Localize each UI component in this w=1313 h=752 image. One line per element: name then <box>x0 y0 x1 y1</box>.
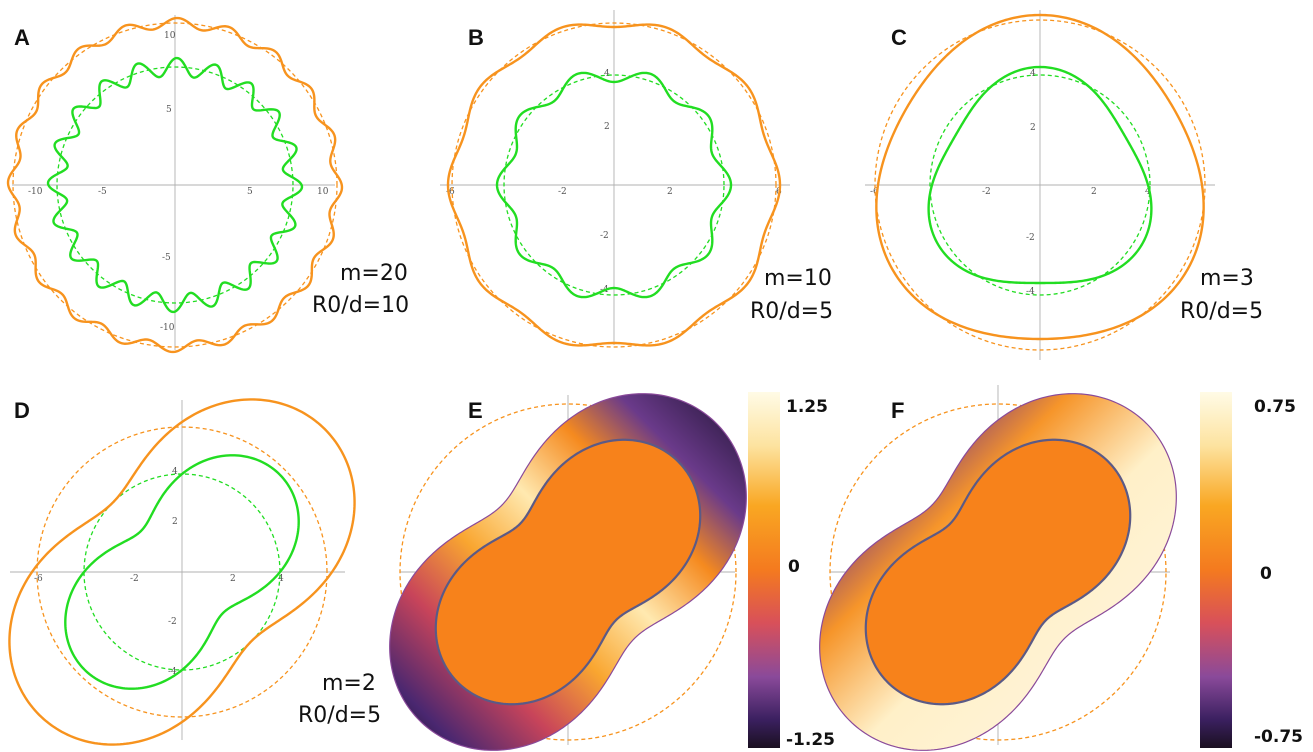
tick-label: 10 <box>317 187 329 197</box>
tick-label: -2 <box>168 617 177 627</box>
colorbar-mid-label: 0 <box>788 557 800 577</box>
param-m: m=20 <box>340 261 408 286</box>
param-m: m=2 <box>322 671 376 696</box>
panel-b: B -6 -2 2 6 4 2 -2 -4 m=10 R0/d=5 <box>440 10 833 348</box>
tick-label: 2 <box>1030 123 1036 133</box>
panel-e: E 1.25 0 -1.25 <box>389 392 835 751</box>
inner-boundary <box>927 65 1153 285</box>
param-m: m=3 <box>1200 266 1254 291</box>
colorbar-min-label: -0.75 <box>1254 727 1303 747</box>
tick-label: -4 <box>1026 287 1035 297</box>
tick-label: -2 <box>1026 233 1035 243</box>
tick-label: 4 <box>604 69 610 79</box>
tick-label: 4 <box>172 467 178 477</box>
inner-boundary <box>495 71 733 299</box>
inner-boundary <box>64 454 300 690</box>
panel-label-d: D <box>14 398 30 423</box>
colorbar-max-label: 0.75 <box>1254 397 1296 417</box>
tick-label: -10 <box>160 323 175 333</box>
param-m: m=10 <box>764 266 832 291</box>
panel-f: F 0.75 0 -0.75 <box>819 385 1303 751</box>
tick-label: 2 <box>230 574 236 584</box>
tick-label: 5 <box>247 187 253 197</box>
colorbar-f <box>1200 392 1232 748</box>
panel-label-c: C <box>891 25 907 50</box>
tick-label: 4 <box>1030 69 1036 79</box>
tick-label: -2 <box>982 187 991 197</box>
inner-reference-circle <box>503 74 725 296</box>
tick-label: 4 <box>1145 187 1151 197</box>
outer-boundary <box>446 23 782 347</box>
param-ratio: R0/d=5 <box>750 299 833 324</box>
panel-c: C -6 -2 2 4 4 2 -2 -4 m=3 R0/d=5 <box>865 10 1263 360</box>
param-ratio: R0/d=5 <box>298 703 381 728</box>
outer-boundary <box>875 13 1205 341</box>
inner-boundary <box>864 438 1132 706</box>
tick-label: -5 <box>98 187 107 197</box>
tick-label: -6 <box>446 187 455 197</box>
tick-label: 2 <box>604 122 610 132</box>
inner-reference-circle <box>83 473 281 671</box>
tick-label: 10 <box>164 31 176 41</box>
outer-reference-circle <box>36 426 328 718</box>
panel-a: A -10 -5 5 10 10 5 -5 -10 m=20 R0/d=10 <box>6 15 409 354</box>
tick-label: 4 <box>278 574 284 584</box>
panel-label-f: F <box>891 398 904 423</box>
param-ratio: R0/d=5 <box>1180 299 1263 324</box>
tick-label: -10 <box>28 187 43 197</box>
outer-reference-circle <box>874 19 1206 351</box>
tick-label: 2 <box>1091 187 1097 197</box>
colorbar-e <box>748 392 780 748</box>
tick-label: -4 <box>168 667 177 677</box>
tick-label: -2 <box>600 231 609 241</box>
outer-reference-circle <box>451 22 777 348</box>
outer-boundary <box>8 398 356 746</box>
tick-label: -6 <box>34 574 43 584</box>
param-ratio: R0/d=10 <box>312 293 409 318</box>
tick-label: 2 <box>172 517 178 527</box>
colorbar-mid-label: 0 <box>1260 564 1272 584</box>
inner-reference-circle <box>929 74 1151 296</box>
inner-boundary <box>46 56 304 314</box>
tick-label: -2 <box>130 574 139 584</box>
tick-label: -2 <box>558 187 567 197</box>
colorbar-min-label: -1.25 <box>786 730 835 750</box>
panel-label-b: B <box>468 25 484 50</box>
tick-label: 2 <box>667 187 673 197</box>
panel-label-e: E <box>468 398 483 423</box>
panel-d: D -6 -2 2 4 4 2 -2 -4 m=2 R0/d=5 <box>8 398 381 746</box>
colorbar-max-label: 1.25 <box>786 397 828 417</box>
inner-boundary <box>434 438 702 706</box>
panel-label-a: A <box>14 25 30 50</box>
outer-boundary <box>6 16 344 354</box>
tick-label: -5 <box>162 253 171 263</box>
tick-label: 5 <box>166 105 172 115</box>
